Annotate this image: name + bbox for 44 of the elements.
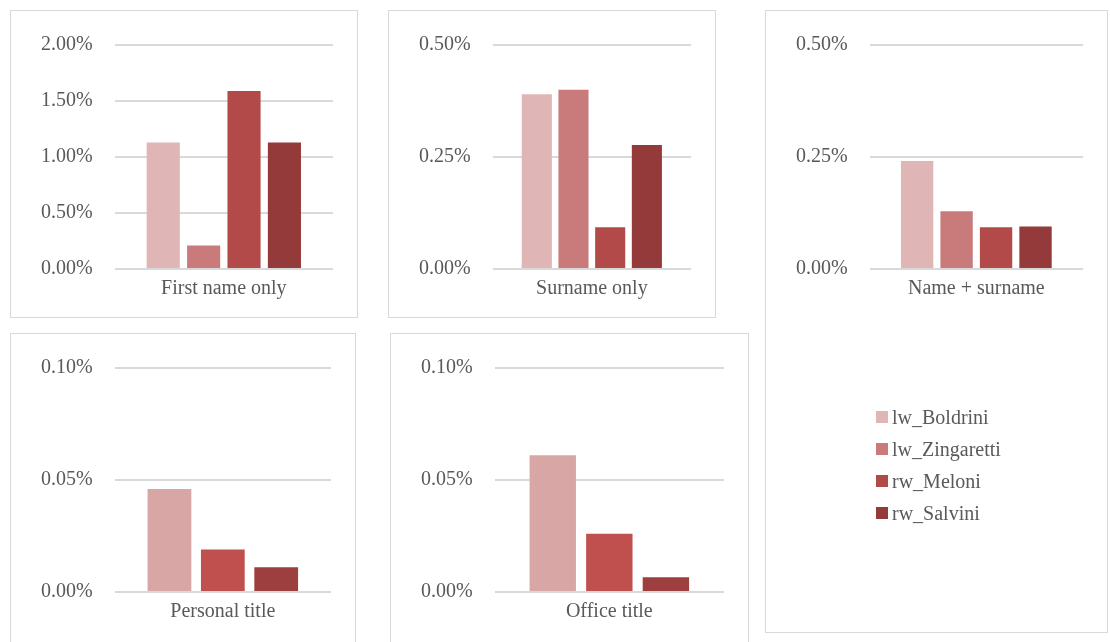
y-tick-label: 0.50% bbox=[418, 32, 471, 55]
y-tick-label: 0.00% bbox=[40, 256, 93, 279]
bar bbox=[254, 567, 299, 591]
bar bbox=[900, 161, 934, 268]
y-tick-label: 0.50% bbox=[40, 200, 93, 223]
bar bbox=[146, 142, 180, 268]
y-tick-label: 0.25% bbox=[795, 144, 848, 167]
y-tick-label: 1.50% bbox=[40, 88, 93, 111]
x-tick-label: Office title bbox=[565, 599, 653, 622]
bar bbox=[940, 211, 973, 268]
y-tick-label: 1.00% bbox=[40, 144, 93, 167]
bar bbox=[187, 245, 221, 268]
y-tick-label: 0.00% bbox=[795, 256, 848, 279]
bar bbox=[631, 144, 662, 268]
bar bbox=[979, 227, 1013, 268]
x-tick-label: Name + surname bbox=[907, 276, 1045, 299]
bar bbox=[200, 549, 245, 591]
bar bbox=[558, 89, 589, 268]
y-tick-label: 0.10% bbox=[420, 355, 473, 378]
bar bbox=[595, 227, 626, 268]
legend-label: rw_Meloni bbox=[892, 469, 981, 494]
legend-label: rw_Salvini bbox=[892, 501, 980, 526]
legend-label: lw_Boldrini bbox=[892, 405, 989, 430]
y-tick-label: 0.05% bbox=[40, 467, 93, 490]
y-tick-label: 0.00% bbox=[418, 256, 471, 279]
y-tick-label: 0.10% bbox=[40, 355, 93, 378]
y-tick-label: 0.25% bbox=[418, 144, 471, 167]
bar bbox=[521, 94, 552, 268]
bar bbox=[267, 142, 301, 268]
bar bbox=[529, 455, 576, 591]
y-tick-label: 0.00% bbox=[420, 579, 473, 602]
x-tick-label: Personal title bbox=[170, 599, 276, 622]
bar bbox=[147, 488, 192, 591]
x-tick-label: Surname only bbox=[536, 276, 648, 300]
x-tick-label: First name only bbox=[161, 276, 287, 300]
bar bbox=[1019, 226, 1052, 268]
bar bbox=[586, 533, 633, 591]
y-tick-label: 0.05% bbox=[420, 467, 473, 490]
legend-label: lw_Zingaretti bbox=[892, 437, 1001, 463]
bar bbox=[227, 90, 261, 268]
y-tick-label: 0.50% bbox=[795, 32, 848, 55]
bar bbox=[642, 577, 690, 591]
y-tick-label: 0.00% bbox=[40, 579, 93, 602]
y-tick-label: 2.00% bbox=[40, 32, 93, 55]
